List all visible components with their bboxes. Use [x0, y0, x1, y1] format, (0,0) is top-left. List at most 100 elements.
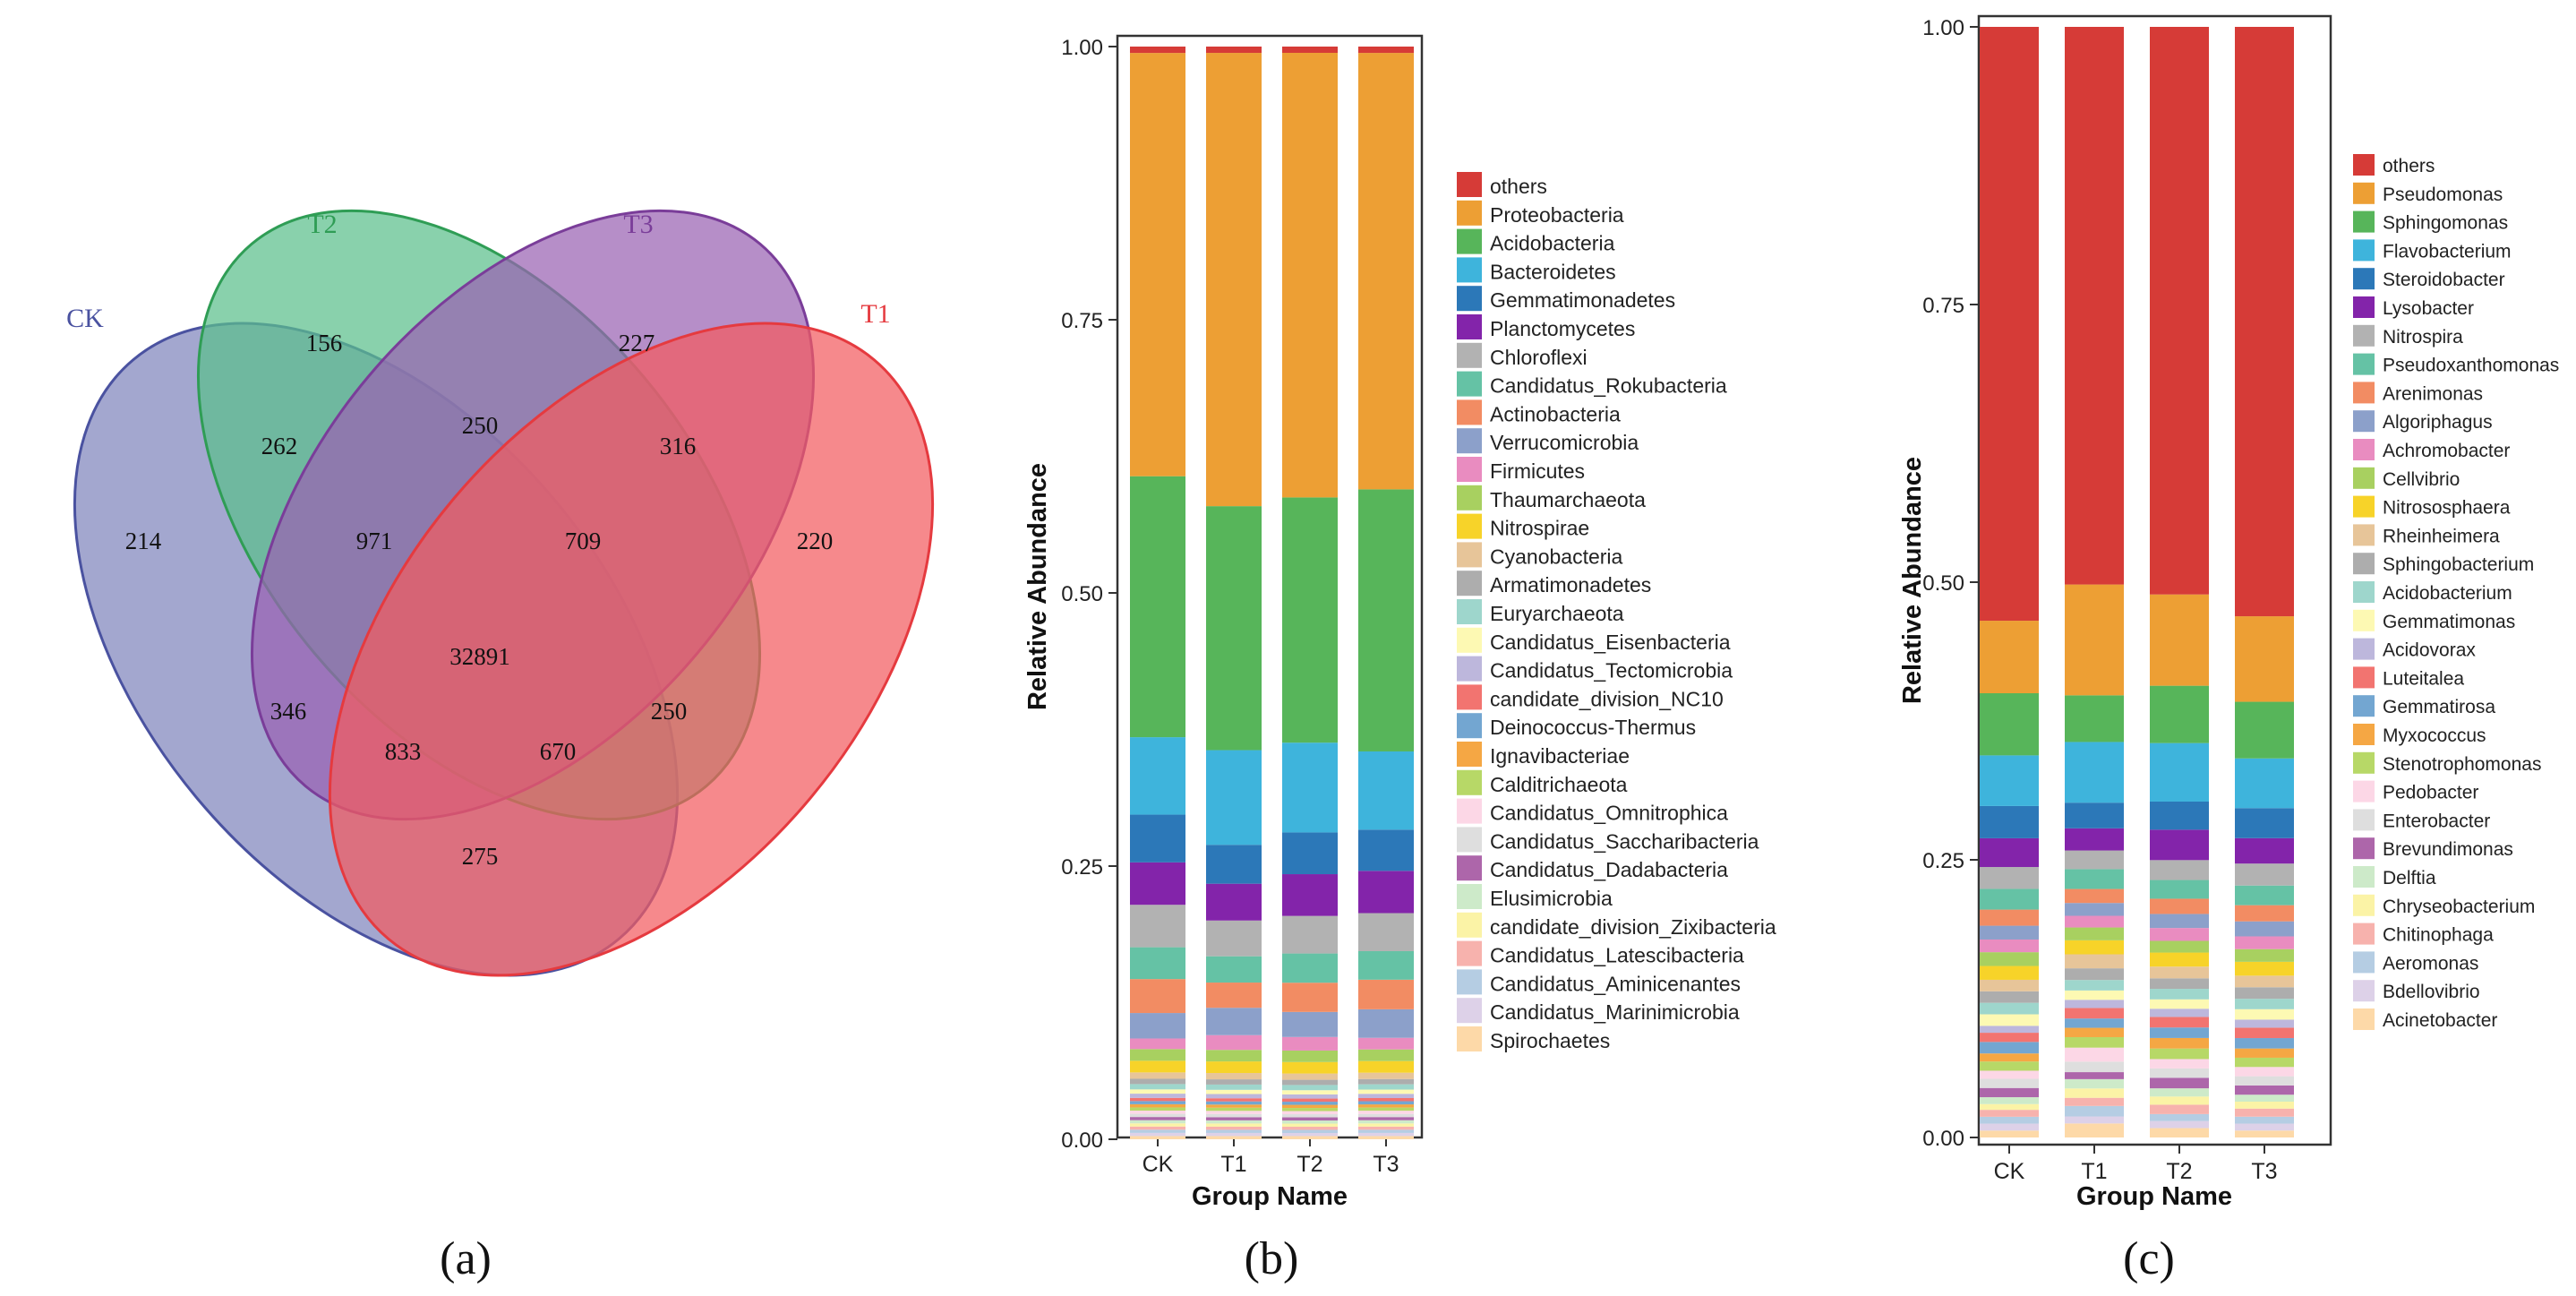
chart-c-legend-swatch — [2353, 695, 2375, 717]
chart-c-legend-label: Bdellovibrio — [2383, 982, 2480, 1002]
venn-region-ck-t2-t1: 670 — [540, 738, 577, 765]
chart-c-legend-label: Steroidobacter — [2383, 270, 2505, 290]
chart-c-bar-T2-others — [2150, 27, 2209, 595]
chart-b-bar-CK-Armatimonadetes — [1130, 1078, 1185, 1085]
chart-b-bar-T1-Candidatus_Omnitrophica — [1206, 1111, 1262, 1114]
venn-region-t3-t1: 316 — [660, 433, 697, 459]
chart-b-legend-label: others — [1490, 175, 1547, 198]
chart-b-bar-CK-Nitrospirae — [1130, 1060, 1185, 1073]
chart-b-bar-CK-Candidatus_Aminicenantes — [1130, 1129, 1185, 1133]
chart-b-bar-T3-Planctomycetes — [1358, 871, 1414, 914]
chart-b-bar-T3-Candidatus_Saccharibacteria — [1358, 1113, 1414, 1118]
caption-c: (c) — [2123, 1233, 2175, 1284]
chart-b-bar-T2-Thaumarchaeota — [1282, 1050, 1338, 1062]
chart-c-legend-swatch — [2353, 751, 2375, 774]
chart-b-bar-T1-Calditrichaeota — [1206, 1107, 1262, 1111]
chart-c-legend-label: Sphingobacterium — [2383, 554, 2534, 575]
chart-b-bar-CK-Euryarchaeota — [1130, 1084, 1185, 1090]
chart-b-bar-CK-Candidatus_Saccharibacteria — [1130, 1113, 1185, 1118]
chart-b-legend-swatch — [1457, 200, 1482, 226]
chart-c-legend-swatch — [2353, 923, 2375, 945]
chart-b-legend-swatch — [1457, 969, 1482, 995]
chart-b-legend-swatch — [1457, 1026, 1482, 1051]
chart-b-bar-T2-Acidobacteria — [1282, 497, 1338, 743]
chart-b-legend-label: Candidatus_Saccharibacteria — [1490, 829, 1759, 853]
chart-b-legend-swatch — [1457, 827, 1482, 853]
chart-c-bar-T2-Gemmatimonas — [2150, 999, 2209, 1009]
chart-b-legend-label: Candidatus_Dadabacteria — [1490, 858, 1728, 881]
chart-b-legend-label: Candidatus_Rokubacteria — [1490, 374, 1727, 398]
chart-b-bar-CK-Candidatus_Dadabacteria — [1130, 1117, 1185, 1120]
chart-c-legend-swatch — [2353, 382, 2375, 404]
chart-b-ytick-label: 1.00 — [1061, 36, 1103, 60]
chart-b-xtick-label: T2 — [1297, 1152, 1322, 1177]
chart-b-bar-T3-Deinococcus-Thermus — [1358, 1101, 1414, 1105]
chart-b-bar-T2-others — [1282, 47, 1338, 53]
chart-c-legend-swatch — [2353, 866, 2375, 888]
chart-b-bar-T2-Deinococcus-Thermus — [1282, 1102, 1338, 1105]
chart-c-bar-T1-Sphingobacterium — [2065, 968, 2124, 981]
chart-c-legend-swatch — [2353, 780, 2375, 802]
chart-b-legend-label: Elusimicrobia — [1490, 887, 1613, 910]
chart-c-legend-swatch — [2353, 324, 2375, 347]
chart-c-bar-T1-Acinetobacter — [2065, 1123, 2124, 1137]
chart-c-bar-T3-Luteitalea — [2235, 1027, 2294, 1039]
chart-b-y-axis: 0.00 0.25 0.50 0.75 1.00 — [1061, 36, 1117, 1153]
chart-b-bar-T2-Chloroflexi — [1282, 915, 1338, 954]
chart-c-bar-T1-Cellvibrio — [2065, 927, 2124, 940]
phylum-stacked-bar-chart: Relative Abundance Group Name 0.000.250.… — [1023, 34, 1776, 1211]
chart-b-bar-T1-Actinobacteria — [1206, 983, 1262, 1008]
chart-b-legend-label: Nitrospirae — [1490, 517, 1589, 540]
chart-b-bar-CK-Candidatus_Rokubacteria — [1130, 947, 1185, 980]
chart-c-legend-label: Achromobacter — [2383, 441, 2510, 461]
chart-b-ytick-label: 0.00 — [1061, 1129, 1103, 1153]
chart-c-bar-T1-Sphingomonas — [2065, 695, 2124, 742]
chart-b-legend-label: Bacteroidetes — [1490, 260, 1616, 283]
chart-c-bar-T3-Cellvibrio — [2235, 948, 2294, 962]
chart-b-legend-label: candidate_division_NC10 — [1490, 687, 1724, 710]
chart-c-legend-label: Nitrospira — [2383, 327, 2463, 348]
chart-b-bar-T1-others — [1206, 47, 1262, 54]
chart-c-bar-T3-Steroidobacter — [2235, 808, 2294, 838]
venn-label-t1: T1 — [860, 299, 890, 329]
chart-b-bar-T1-Cyanobacteria — [1206, 1073, 1262, 1080]
chart-c-bar-T2-Steroidobacter — [2150, 801, 2209, 830]
chart-c-bar-T2-Chitinophaga — [2150, 1104, 2209, 1114]
chart-b-bar-T1-Nitrospirae — [1206, 1061, 1262, 1074]
chart-b-bar-CK-Firmicutes — [1130, 1038, 1185, 1050]
chart-b-legend-swatch — [1457, 542, 1482, 568]
chart-c-bar-T3-Sphingomonas — [2235, 701, 2294, 759]
chart-b-bar-CK-Spirochaetes — [1130, 1136, 1185, 1139]
venn-label-t2: T2 — [307, 210, 337, 239]
chart-c-legend-label: Arenimonas — [2383, 383, 2483, 404]
chart-b-legend-label: Firmicutes — [1490, 459, 1585, 483]
chart-b-bar-T1-Candidatus_Aminicenantes — [1206, 1129, 1262, 1133]
chart-b-legend-swatch — [1457, 769, 1482, 795]
chart-b-bar-T2-Candidatus_Latescibacteria — [1282, 1127, 1338, 1130]
chart-b-bar-T3-Candidatus_Marinimicrobia — [1358, 1132, 1414, 1137]
chart-c-bar-T2-Delftia — [2150, 1088, 2209, 1097]
chart-b-bar-T3-Acidobacteria — [1358, 489, 1414, 751]
chart-c-legend-label: Luteitalea — [2383, 668, 2464, 689]
chart-c-ytick-label: 0.50 — [1922, 571, 1964, 596]
chart-b-bar-T3-candidate_division_NC10 — [1358, 1097, 1414, 1102]
chart-c-bar-T2-Luteitalea — [2150, 1017, 2209, 1028]
chart-c-bar-CK-Gemmatimonas — [1980, 1014, 2039, 1026]
chart-b-bar-T2-Bacteroidetes — [1282, 742, 1338, 833]
chart-c-bar-T1-Algoriphagus — [2065, 903, 2124, 916]
chart-c-bar-T3-Algoriphagus — [2235, 921, 2294, 937]
venn-region-ck-t3: 346 — [270, 698, 307, 725]
chart-c-bar-T1-Chryseobacterium — [2065, 1088, 2124, 1098]
chart-c-bar-T1-Chitinophaga — [2065, 1097, 2124, 1106]
chart-b-legend-label: Deinococcus-Thermus — [1490, 716, 1696, 739]
chart-c-bar-T1-Delftia — [2065, 1078, 2124, 1089]
chart-c-bar-CK-Enterobacter — [1980, 1078, 2039, 1088]
chart-c-bar-T2-Rheinheimera — [2150, 966, 2209, 979]
chart-c-bar-T3-Bdellovibrio — [2235, 1123, 2294, 1131]
chart-b-bar-T2-Candidatus_Saccharibacteria — [1282, 1114, 1338, 1118]
chart-b-legend-label: Verrucomicrobia — [1490, 431, 1639, 454]
chart-c-bar-T3-Rheinheimera — [2235, 975, 2294, 988]
chart-c-xtick-label: T2 — [2166, 1159, 2192, 1184]
chart-b-bar-CK-Proteobacteria — [1130, 53, 1185, 476]
chart-b-bar-T3-Candidatus_Dadabacteria — [1358, 1117, 1414, 1120]
